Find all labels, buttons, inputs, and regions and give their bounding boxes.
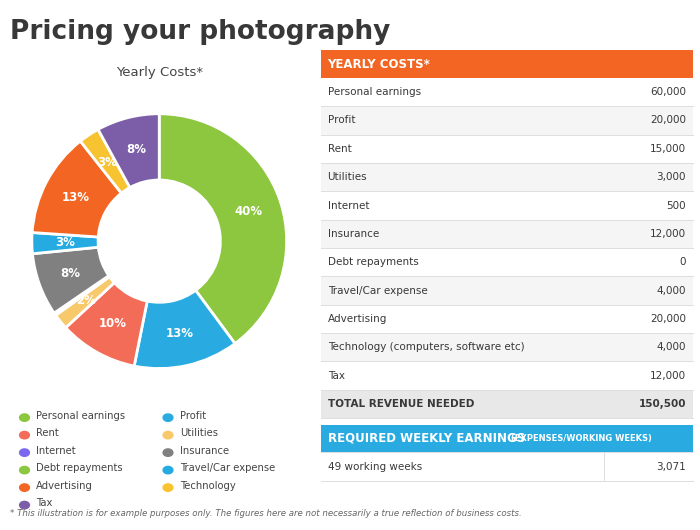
Text: Internet: Internet	[36, 446, 76, 456]
Wedge shape	[32, 233, 99, 254]
Text: REQUIRED WEEKLY EARNINGS: REQUIRED WEEKLY EARNINGS	[328, 432, 525, 445]
Text: * This illustration is for example purposes only. The figures here are not neces: * This illustration is for example purpo…	[10, 509, 522, 518]
Text: Personal earnings: Personal earnings	[328, 87, 421, 97]
Text: Profit: Profit	[328, 116, 355, 126]
Text: Tax: Tax	[328, 370, 344, 381]
Text: 10%: 10%	[99, 317, 127, 330]
Text: Utilities: Utilities	[180, 428, 218, 438]
Text: Internet: Internet	[328, 200, 369, 210]
Text: 150,500: 150,500	[638, 399, 686, 409]
Wedge shape	[55, 277, 114, 328]
Wedge shape	[80, 129, 130, 193]
Wedge shape	[32, 141, 121, 237]
Text: Tax: Tax	[36, 498, 52, 508]
Text: 8%: 8%	[61, 267, 80, 280]
Text: Travel/Car expense: Travel/Car expense	[328, 286, 427, 296]
Text: 3,000: 3,000	[657, 172, 686, 182]
Text: 3%: 3%	[97, 156, 117, 169]
Text: 20,000: 20,000	[650, 314, 686, 324]
Wedge shape	[98, 114, 159, 188]
Text: TOTAL REVENUE NEEDED: TOTAL REVENUE NEEDED	[328, 399, 474, 409]
Wedge shape	[66, 282, 147, 366]
Text: Advertising: Advertising	[36, 481, 93, 491]
Text: Rent: Rent	[328, 144, 351, 154]
Wedge shape	[134, 290, 235, 368]
Text: 60,000: 60,000	[650, 87, 686, 97]
Text: 12,000: 12,000	[650, 229, 686, 239]
Text: 3%: 3%	[55, 236, 75, 249]
Text: Technology (computers, software etc): Technology (computers, software etc)	[328, 342, 524, 352]
Text: 13%: 13%	[166, 326, 194, 340]
Text: Rent: Rent	[36, 428, 59, 438]
Text: Profit: Profit	[180, 411, 206, 421]
Text: 49 working weeks: 49 working weeks	[328, 462, 422, 472]
Text: YEARLY COSTS*: YEARLY COSTS*	[328, 58, 430, 70]
Text: 40%: 40%	[234, 205, 263, 218]
Text: Travel/Car expense: Travel/Car expense	[180, 463, 275, 473]
Text: 8%: 8%	[126, 143, 146, 156]
Text: Personal earnings: Personal earnings	[36, 411, 125, 421]
Text: Advertising: Advertising	[328, 314, 387, 324]
Text: Insurance: Insurance	[328, 229, 379, 239]
Text: 13%: 13%	[62, 191, 90, 204]
Text: 12,000: 12,000	[650, 370, 686, 381]
Title: Yearly Costs*: Yearly Costs*	[116, 66, 203, 80]
Text: Insurance: Insurance	[180, 446, 229, 456]
Text: Debt repayments: Debt repayments	[328, 257, 419, 267]
Text: 0: 0	[680, 257, 686, 267]
Text: (EXPENSES/WORKING WEEKS): (EXPENSES/WORKING WEEKS)	[508, 434, 652, 443]
Wedge shape	[159, 114, 286, 343]
Text: Debt repayments: Debt repayments	[36, 463, 123, 473]
Wedge shape	[32, 247, 108, 313]
Text: 4,000: 4,000	[657, 286, 686, 296]
Text: 500: 500	[666, 200, 686, 210]
Wedge shape	[54, 276, 109, 315]
Text: Utilities: Utilities	[328, 172, 368, 182]
Text: 4,000: 4,000	[657, 342, 686, 352]
Text: 20,000: 20,000	[650, 116, 686, 126]
Text: 2%: 2%	[76, 294, 96, 307]
Text: 15,000: 15,000	[650, 144, 686, 154]
Text: Technology: Technology	[180, 481, 236, 491]
Text: 3,071: 3,071	[657, 462, 686, 472]
Text: Pricing your photography: Pricing your photography	[10, 19, 391, 45]
